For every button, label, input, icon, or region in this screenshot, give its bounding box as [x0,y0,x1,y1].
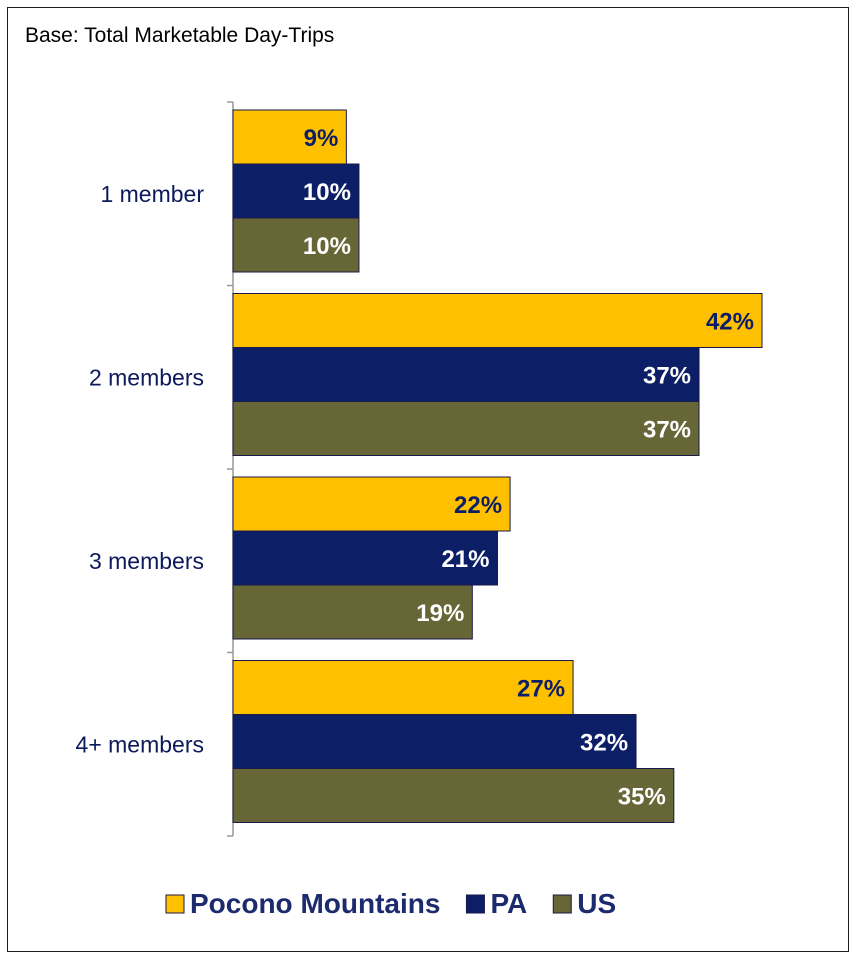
bar-pocono-mountains [232,660,574,715]
data-label: 37% [643,417,691,444]
data-label: 22% [454,492,502,519]
legend-swatch [465,894,485,914]
data-label: 21% [441,546,489,573]
bar-pocono-mountains [232,109,347,165]
data-label: 32% [580,730,628,757]
category-label: 2 members [89,364,204,390]
bar-pocono-mountains [232,476,511,532]
category-label: 1 member [100,181,204,207]
data-label: 9% [304,125,339,152]
data-label: 42% [706,309,754,336]
data-label: 10% [303,233,351,260]
data-label: 35% [618,784,666,811]
bar-us [232,217,360,273]
base-note: Base: Total Marketable Day-Trips [25,24,335,47]
legend-label: Pocono Mountains [190,888,440,919]
data-label: 37% [643,363,691,390]
bar-pocono-mountains [232,293,763,348]
bar-pa [232,163,360,219]
bar-pa [232,347,700,402]
data-label: 19% [416,600,464,627]
bar-us [232,768,675,823]
data-label: 27% [517,676,565,703]
category-label: 3 members [89,548,204,574]
bar-pa [232,714,637,769]
data-label: 10% [303,179,351,206]
legend-label: PA [490,888,527,919]
bar-us [232,584,473,640]
bar-us [232,401,700,456]
legend-swatch [165,894,185,914]
legend-swatch [552,894,572,914]
legend-label: US [577,888,616,919]
category-label: 4+ members [76,731,204,757]
